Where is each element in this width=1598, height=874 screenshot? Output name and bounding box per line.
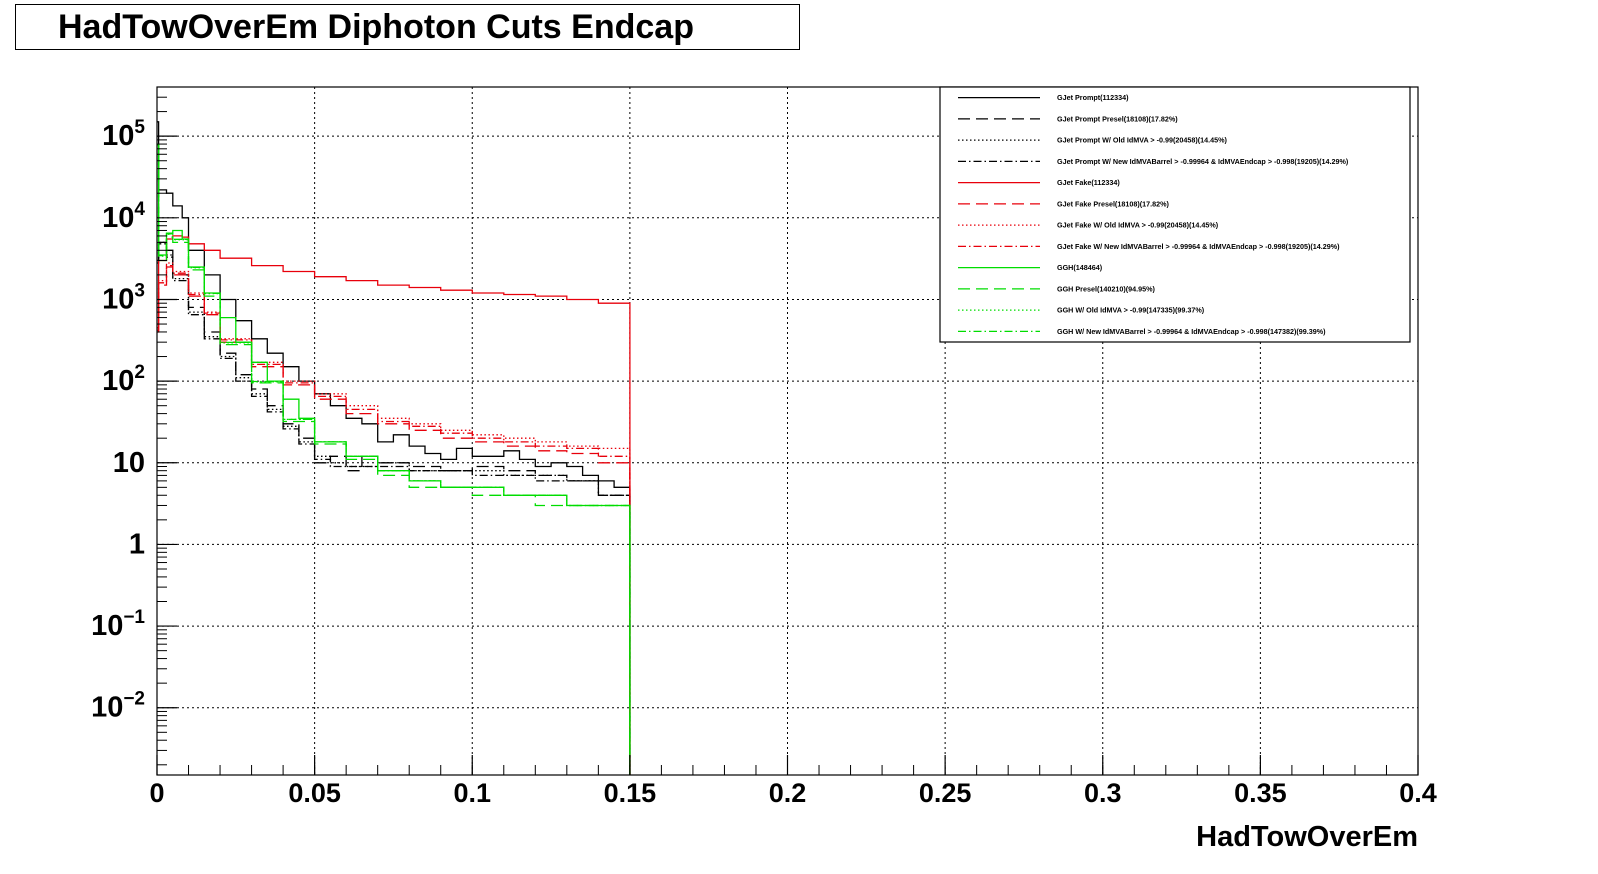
- series-line: [157, 153, 631, 775]
- legend-entry: GGH Presel(140210)(94.95%): [1057, 284, 1155, 293]
- legend-entry: GGH W/ Old IdMVA > -0.99(147335)(99.37%): [1057, 306, 1205, 315]
- legend-entry: GJet Fake(112334): [1057, 178, 1120, 187]
- x-axis-title: HadTowOverEm: [1196, 821, 1418, 853]
- y-tick-label: 10−1: [91, 607, 145, 642]
- y-tick-label: 10−2: [91, 689, 145, 724]
- legend-entry: GJet Prompt(112334): [1057, 93, 1129, 102]
- legend: GJet Prompt(112334) GJet Prompt Presel(18…: [939, 86, 1411, 343]
- grid-lines: [157, 87, 1418, 775]
- legend-entry: GJet Prompt W/ New IdMVABarrel > -0.9996…: [1057, 157, 1349, 166]
- series-layer: [157, 121, 631, 775]
- x-tick-label: 0.35: [1234, 778, 1287, 808]
- series-line: [157, 241, 631, 775]
- x-tick-label: 0.05: [288, 778, 341, 808]
- x-tick-label: 0: [149, 778, 164, 808]
- series-line: [157, 262, 631, 775]
- series-line: [157, 121, 631, 775]
- y-tick-label: 10: [113, 447, 145, 479]
- legend-entry: GJet Fake W/ New IdMVABarrel > -0.99964 …: [1057, 242, 1340, 251]
- legend-entry: GJet Prompt W/ Old IdMVA > -0.99(20458)(…: [1057, 136, 1228, 145]
- x-tick-label: 0.1: [453, 778, 491, 808]
- series-line: [157, 264, 631, 775]
- x-tick-label: 0.2: [769, 778, 807, 808]
- chart-title-box: HadTowOverEm Diphoton Cuts Endcap: [15, 4, 800, 50]
- series-line: [157, 235, 631, 775]
- legend-entry: GGH W/ New IdMVABarrel > -0.99964 & IdMV…: [1057, 327, 1326, 336]
- series-line: [157, 144, 631, 775]
- x-tick-label: 0.15: [604, 778, 657, 808]
- series-line: [157, 266, 631, 775]
- legend-entry: GJet Fake Presel(18108)(17.82%): [1057, 199, 1169, 208]
- y-tick-label: 103: [102, 280, 145, 315]
- y-tick-label: 1: [129, 528, 145, 560]
- legend-entry: GJet Prompt Presel(18108)(17.82%): [1057, 114, 1178, 123]
- x-tick-label: 0.3: [1084, 778, 1122, 808]
- y-tick-label: 104: [102, 199, 145, 234]
- series-line: [157, 144, 631, 775]
- legend-box: [939, 86, 1411, 343]
- y-tick-label: 102: [102, 362, 145, 397]
- chart-title: HadTowOverEm Diphoton Cuts Endcap: [58, 7, 694, 46]
- x-tick-label: 0.4: [1399, 778, 1437, 808]
- legend-entry: GJet Fake W/ Old IdMVA > -0.99(20458)(14…: [1057, 221, 1219, 230]
- axes: 0 0.05 0.1 0.15 0.2 0.25 0.3 0.35 0.4 105 104 103 10…: [91, 86, 1437, 808]
- y-tick-label: 105: [102, 117, 145, 152]
- x-tick-label: 0.25: [919, 778, 972, 808]
- series-line: [157, 241, 631, 775]
- series-line: [157, 243, 631, 775]
- series-line: [157, 143, 631, 775]
- legend-entry: GGH(148464): [1057, 263, 1103, 272]
